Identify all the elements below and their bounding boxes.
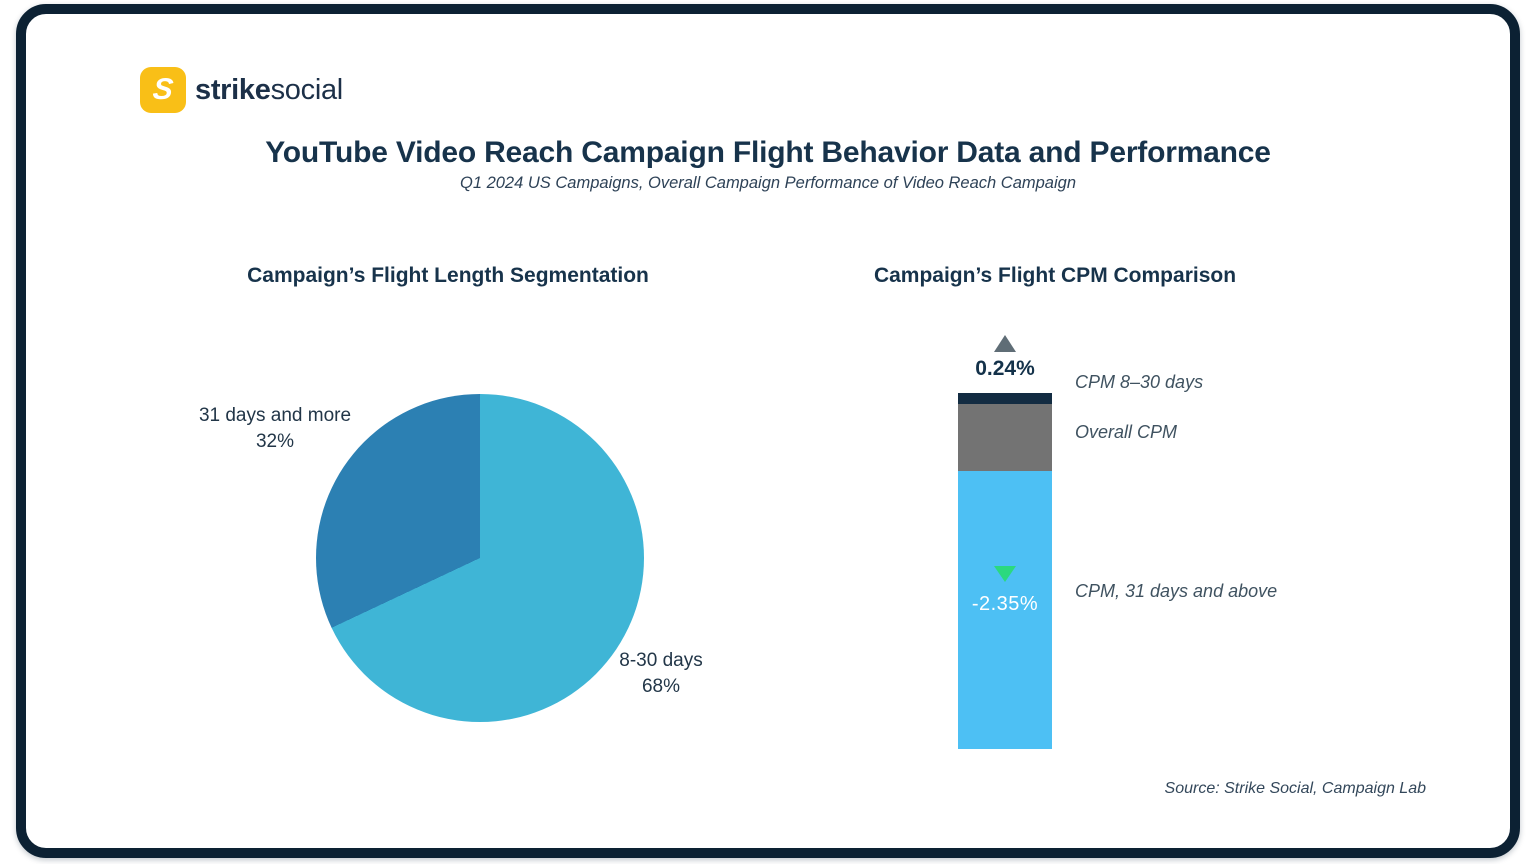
stacked-bar — [958, 393, 1052, 749]
bar-segment-cpm-8-30-days — [958, 393, 1052, 404]
pie-callout-31-days: 31 days and more 32% — [185, 403, 365, 455]
pie-callout-8-30-days-value: 68% — [641, 676, 681, 697]
bar-label-overall-cpm: Overall CPM — [1075, 422, 1178, 442]
delta-down-indicator: -2.35% — [958, 566, 1052, 616]
logo-wordmark-bold: strike — [195, 73, 271, 106]
triangle-down-icon — [994, 566, 1016, 582]
source-credit: Source: Strike Social, Campaign Lab — [1164, 780, 1426, 797]
bar-chart-title: Campaign’s Flight CPM Comparison — [873, 264, 1237, 287]
delta-up-indicator — [958, 335, 1052, 352]
bar-label-cpm-8-30-days: CPM 8–30 days — [1075, 372, 1204, 392]
page-subtitle: Q1 2024 US Campaigns, Overall Campaign P… — [459, 174, 1077, 192]
bar-label-cpm-31-days-and-above: CPM, 31 days and above — [1075, 581, 1278, 601]
strike-social-s-icon: S — [140, 67, 186, 113]
logo-letter: S — [151, 73, 175, 106]
bar-segment-cpm-31-days-and-above — [958, 471, 1052, 749]
pie-chart — [316, 394, 644, 722]
pie-callout-31-days-label: 31 days and more — [198, 405, 352, 426]
delta-top-value: 0.24% — [975, 357, 1035, 380]
triangle-up-icon — [994, 335, 1016, 352]
logo-wordmark: strikesocial — [195, 74, 343, 107]
pie-callout-8-30-days: 8-30 days 68% — [571, 648, 751, 700]
pie-callout-8-30-days-label: 8-30 days — [619, 650, 703, 671]
pie-callout-31-days-value: 32% — [255, 431, 295, 452]
logo-wordmark-regular: social — [270, 73, 344, 106]
page-title: YouTube Video Reach Campaign Flight Beha… — [265, 136, 1271, 169]
bar-segment-overall-cpm — [958, 404, 1052, 471]
strike-social-logo: S strikesocial — [140, 67, 343, 113]
pie-chart-title: Campaign’s Flight Length Segmentation — [247, 264, 649, 287]
delta-bottom-value: -2.35% — [971, 593, 1039, 615]
